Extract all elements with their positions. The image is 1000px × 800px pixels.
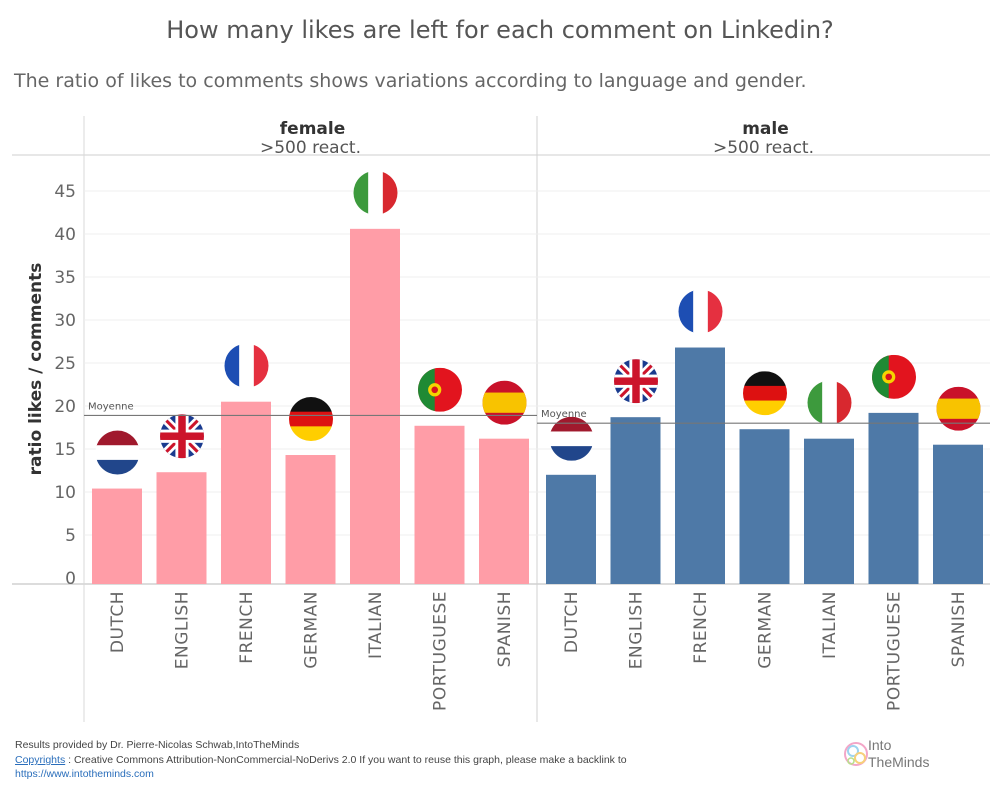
bar <box>610 417 661 584</box>
y-tick-label: 45 <box>54 182 76 202</box>
bar <box>546 474 596 584</box>
intotheminds-logo: Into TheMinds <box>842 737 952 777</box>
x-tick-label: SPANISH <box>495 591 515 667</box>
chart-title: How many likes are left for each comment… <box>166 16 834 44</box>
germany-flag-icon <box>289 397 333 442</box>
y-axis-title: ratio likes / comments <box>26 263 46 476</box>
x-tick-label: ENGLISH <box>173 591 193 669</box>
bar <box>868 412 919 584</box>
y-tick-label: 35 <box>54 268 76 288</box>
france-flag-icon <box>678 289 723 334</box>
x-tick-label: FRENCH <box>237 591 257 664</box>
footer-credit: Results provided by Dr. Pierre-Nicolas S… <box>15 739 300 751</box>
x-tick-label: ITALIAN <box>366 591 386 659</box>
united-kingdom-flag-icon <box>614 359 658 404</box>
copyrights-link[interactable]: Copyrights <box>15 754 66 766</box>
spain-flag-icon <box>936 386 981 431</box>
portugal-flag-icon <box>418 367 462 412</box>
logo-line2: TheMinds <box>868 754 930 770</box>
y-tick-label: 30 <box>54 311 76 331</box>
panel-male: male>500 react. DUTCH ENGLISH FRENCH GERMAN I… <box>537 119 990 711</box>
logo-line1: Into <box>868 737 892 753</box>
bar <box>739 429 790 584</box>
x-tick-label: ENGLISH <box>627 591 647 669</box>
license-text: : Creative Commons Attribution-NonCommer… <box>65 754 627 766</box>
website-link[interactable]: https://www.intotheminds.com <box>15 768 154 780</box>
panel-header-female: female <box>280 119 345 139</box>
x-tick-label: GERMAN <box>302 591 322 669</box>
netherlands-flag-icon <box>549 416 594 461</box>
bar <box>92 488 142 584</box>
footer-license: Copyrights : Creative Commons Attributio… <box>15 754 627 766</box>
panel-female: female>500 react. DUTCH ENGLISH FRENCH GERMA… <box>84 119 537 711</box>
y-tick-label: 25 <box>54 354 76 374</box>
x-tick-label: ITALIAN <box>820 591 840 659</box>
y-tick-label: 40 <box>54 225 76 245</box>
panel-header-male: male <box>742 119 789 139</box>
france-flag-icon <box>224 343 269 388</box>
y-tick-label: 15 <box>54 440 76 460</box>
y-tick-label: 5 <box>65 526 76 546</box>
panel-subheader: >500 react. <box>713 138 814 158</box>
x-tick-label: DUTCH <box>562 591 582 653</box>
x-tick-label: PORTUGUESE <box>431 591 451 711</box>
bar <box>285 455 336 584</box>
footer-link-line: https://www.intotheminds.com <box>15 768 154 780</box>
bar <box>675 347 725 584</box>
germany-flag-icon <box>743 371 787 416</box>
brain-icon <box>844 742 868 766</box>
average-label: Moyenne <box>88 401 134 412</box>
x-tick-label: PORTUGUESE <box>885 591 905 711</box>
x-tick-label: DUTCH <box>108 591 128 653</box>
spain-flag-icon <box>482 380 527 425</box>
italy-flag-icon <box>353 170 398 215</box>
bar <box>414 425 465 584</box>
average-label: Moyenne <box>541 409 587 420</box>
x-tick-label: FRENCH <box>691 591 711 664</box>
bar <box>479 438 529 584</box>
portugal-flag-icon <box>872 354 916 399</box>
bar <box>350 228 400 584</box>
x-tick-label: GERMAN <box>756 591 776 669</box>
y-tick-label: 20 <box>54 397 76 417</box>
italy-flag-icon <box>807 380 852 425</box>
united-kingdom-flag-icon <box>160 414 204 459</box>
bar <box>933 444 983 584</box>
x-tick-label: SPANISH <box>949 591 969 667</box>
bar <box>804 438 854 584</box>
y-tick-label: 0 <box>65 569 76 589</box>
y-tick-label: 10 <box>54 483 76 503</box>
bar <box>221 401 271 584</box>
chart-subtitle: The ratio of likes to comments shows var… <box>14 70 807 92</box>
netherlands-flag-icon <box>95 430 140 475</box>
bar <box>156 472 207 584</box>
panel-subheader: >500 react. <box>260 138 361 158</box>
